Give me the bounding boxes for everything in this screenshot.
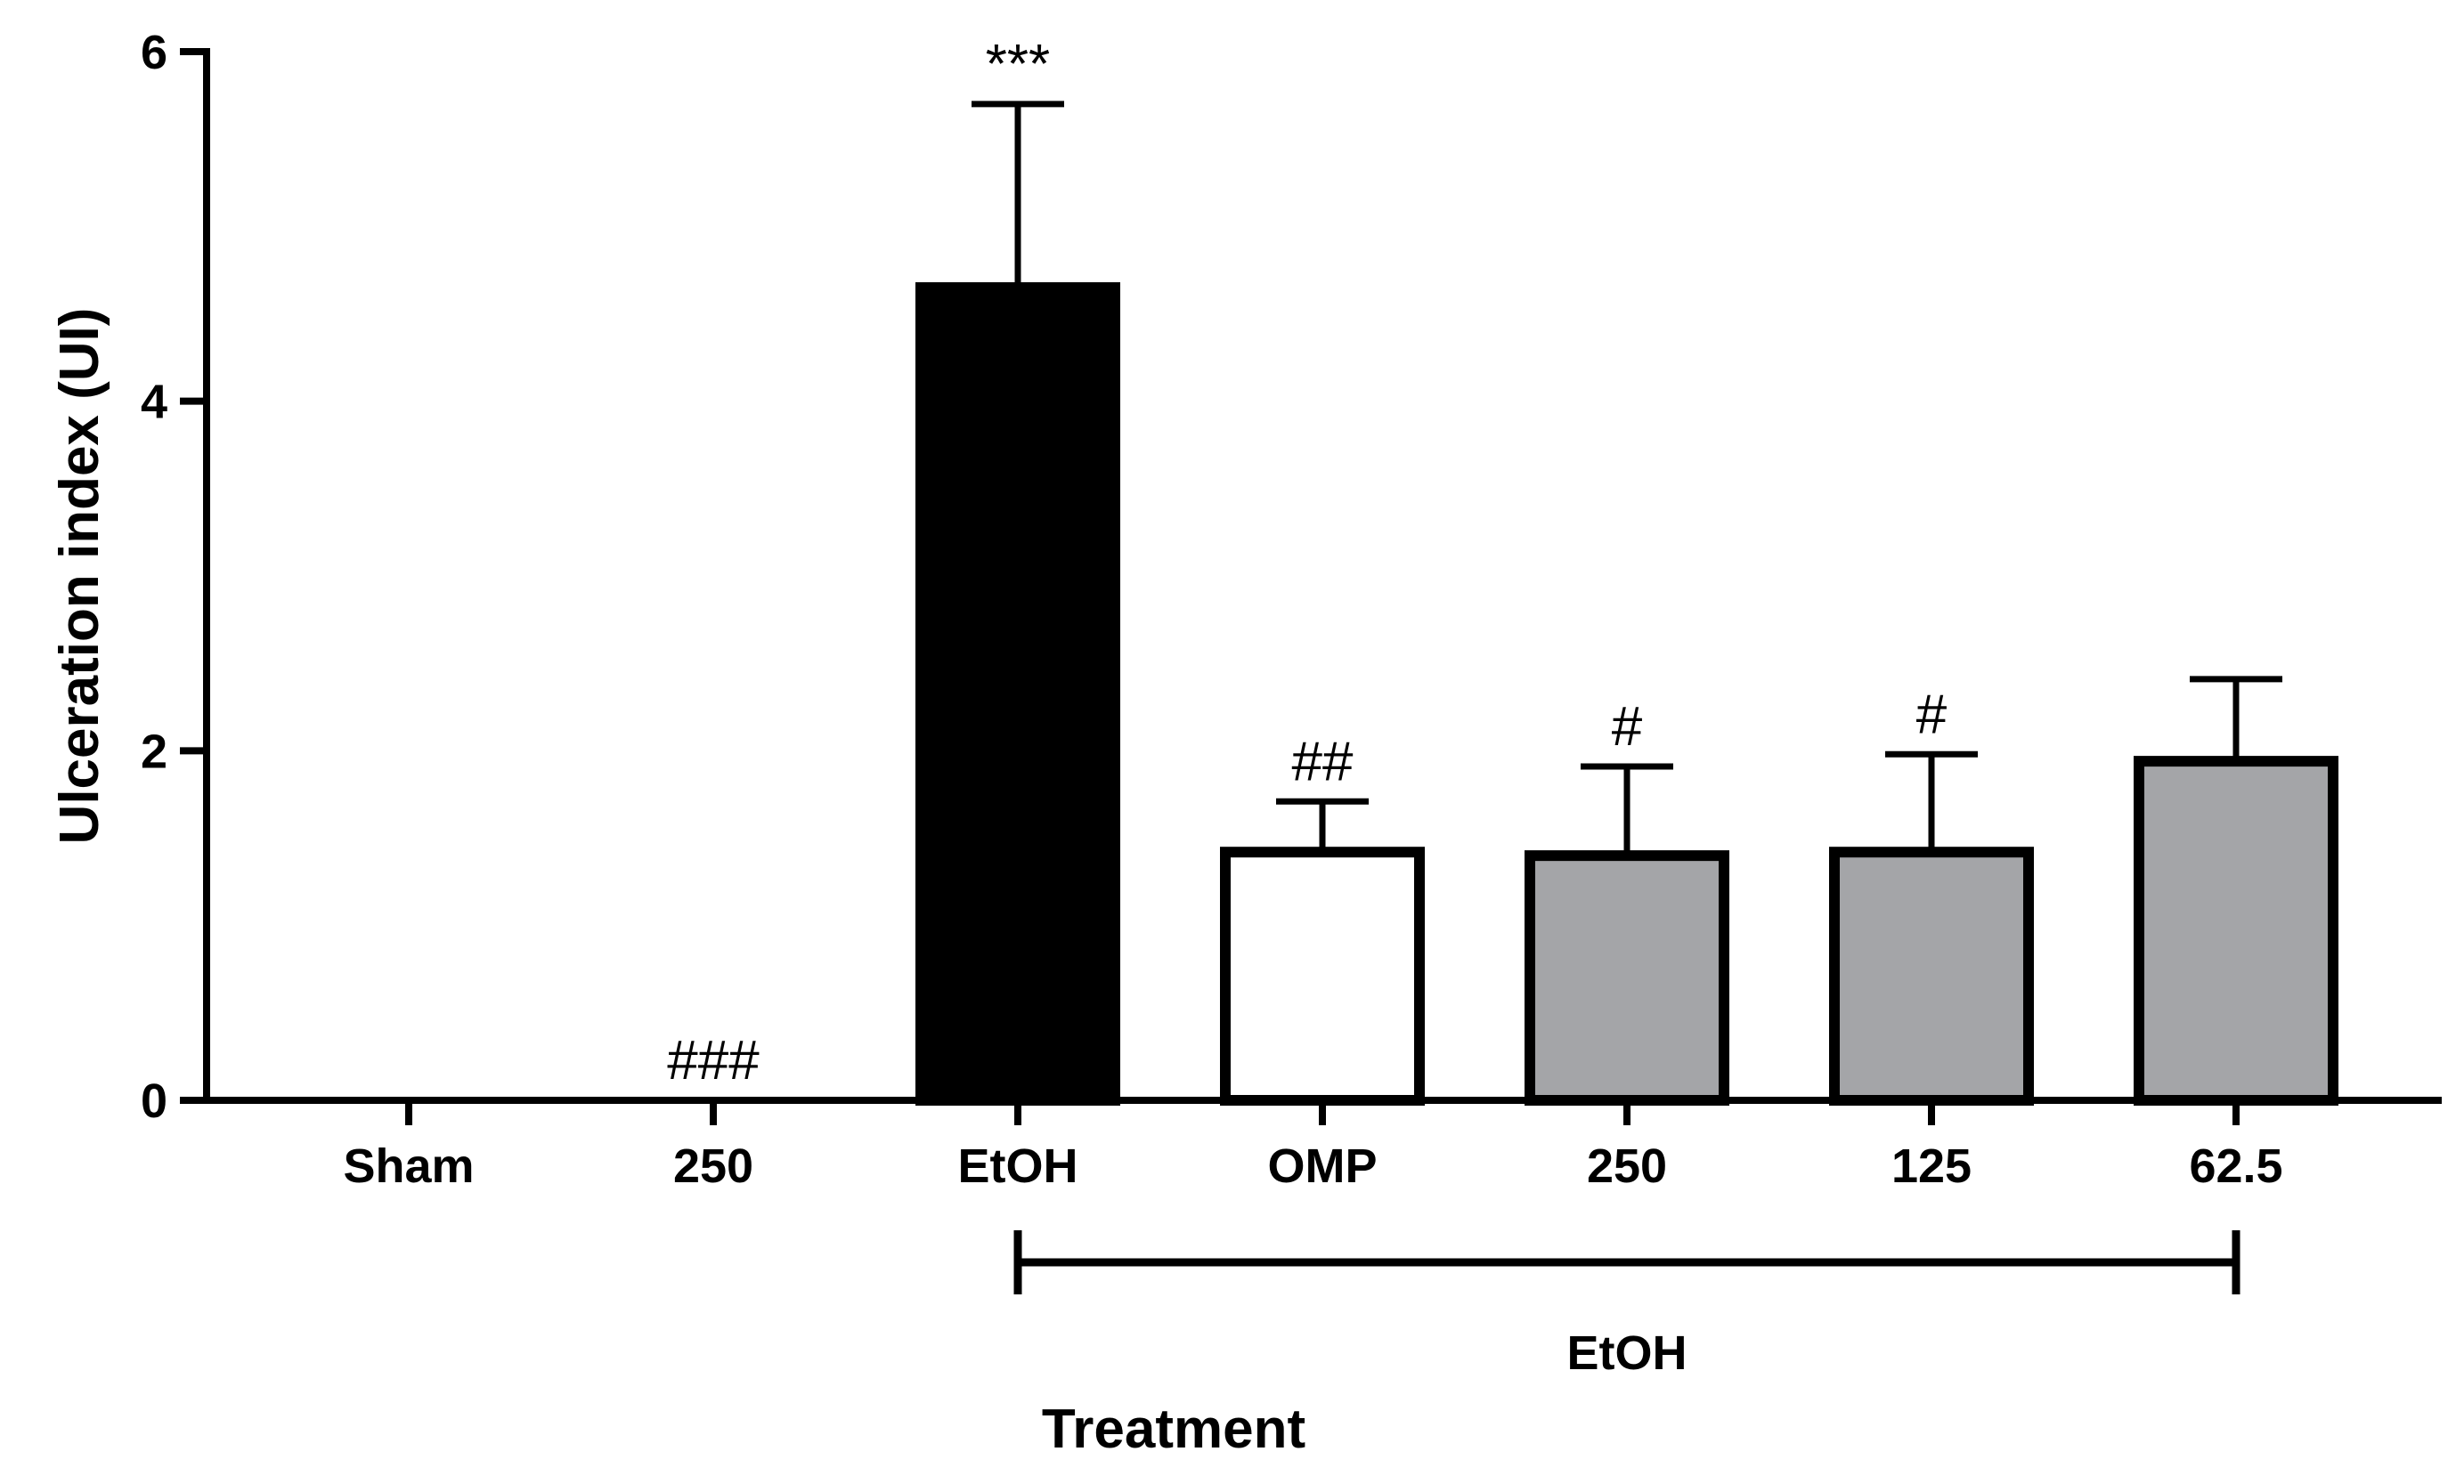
significance-marker-2: *** — [986, 34, 1050, 95]
x-tick-label-0: Sham — [343, 1139, 474, 1193]
bars — [915, 282, 2338, 1107]
significance-marker-4: # — [1612, 696, 1643, 758]
x-tick-label-5: 125 — [1891, 1139, 1972, 1193]
bar-5 — [1829, 847, 2034, 1106]
y-tick-label-1: 2 — [141, 725, 167, 778]
significance-markers: ###***### # — [667, 34, 1947, 1091]
y-ticks: 0 2 4 6 — [141, 26, 207, 1128]
y-axis-title: Ulceration index (UI) — [49, 308, 110, 845]
x-tick-label-6: 62.5 — [2189, 1139, 2282, 1193]
significance-marker-1: ### — [667, 1030, 760, 1091]
group-bracket-label: EtOH — [1567, 1326, 1687, 1380]
bar-2 — [915, 282, 1120, 1106]
x-tick-label-2: EtOH — [958, 1139, 1078, 1193]
y-tick-label-0: 0 — [141, 1074, 167, 1128]
y-tick-label-3: 6 — [141, 26, 167, 79]
group-bracket-line — [1013, 1230, 2240, 1294]
bar-3 — [1220, 847, 1425, 1106]
error-bars — [972, 101, 2282, 856]
x-tick-label-3: OMP — [1267, 1139, 1377, 1193]
x-tick-label-1: 250 — [673, 1139, 753, 1193]
x-ticks: Sham 250 EtOH OMP 250 125 62.5 — [343, 1100, 2283, 1193]
x-tick-label-4: 250 — [1587, 1139, 1667, 1193]
x-axis-title: Treatment — [1042, 1399, 1305, 1460]
significance-marker-5: # — [1916, 684, 1948, 745]
y-tick-label-2: 4 — [141, 376, 167, 429]
significance-marker-3: ## — [1292, 731, 1354, 792]
bar-6 — [2134, 756, 2338, 1106]
group-bracket: EtOH — [1013, 1230, 2240, 1380]
bar-4 — [1525, 850, 1729, 1107]
